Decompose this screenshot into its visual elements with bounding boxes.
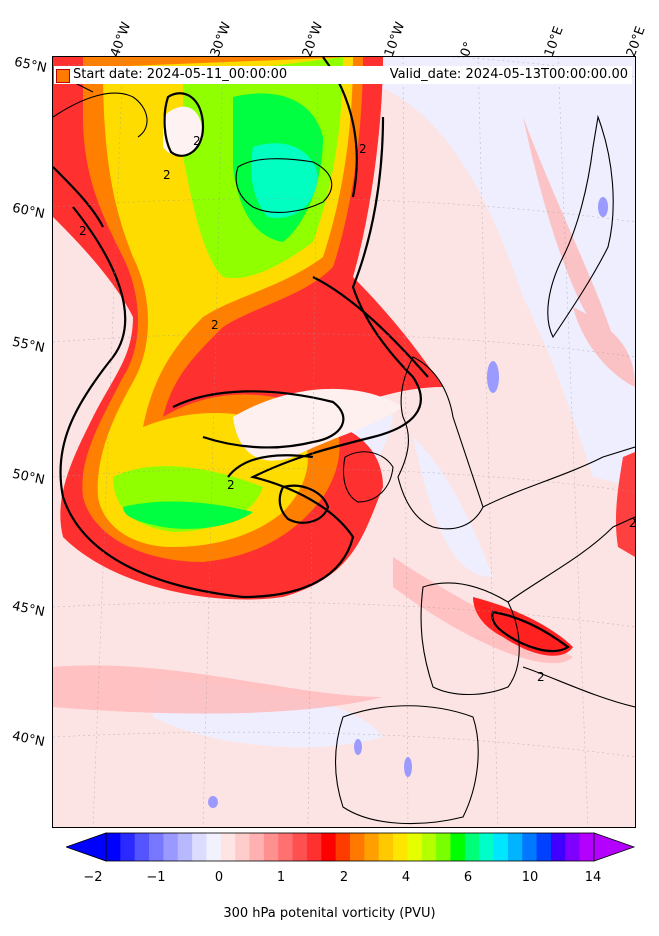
colorbar-cell xyxy=(249,833,265,861)
lon-label-20e: 20°E xyxy=(623,24,649,59)
colorbar-cell xyxy=(378,833,394,861)
great-britain-outline xyxy=(397,356,484,530)
colorbar-cell xyxy=(292,833,308,861)
colorbar-cell xyxy=(263,833,279,861)
colorbar-title: 300 hPa potenital vorticity (PVU) xyxy=(223,906,436,921)
contour-label: 2 xyxy=(537,670,545,684)
europe-coast xyxy=(482,446,635,708)
colorbar-cell xyxy=(335,833,351,861)
colorbar-tick: 10 xyxy=(521,870,539,885)
lat-label-60n: 60°N xyxy=(10,200,46,223)
colorbar-cell xyxy=(163,833,179,861)
colorbar-cell xyxy=(550,833,566,861)
colorbar-cell xyxy=(522,833,538,861)
lat-label-50n: 50°N xyxy=(10,466,46,489)
colorbar-cell xyxy=(177,833,193,861)
low-pv-intrusion xyxy=(233,388,403,461)
colorbar-cell xyxy=(536,833,552,861)
colorbar-cell xyxy=(206,833,222,861)
colorbar-tick: 4 xyxy=(401,870,411,885)
lat-label-55n: 55°N xyxy=(10,334,46,357)
colorbar-cell xyxy=(579,833,595,861)
colorbar-cell xyxy=(134,833,150,861)
colorbar-cell xyxy=(364,833,380,861)
low-pv-blob xyxy=(163,106,203,156)
colorbar-cell xyxy=(507,833,523,861)
iceland-outline xyxy=(235,158,333,213)
contour-label: 2 xyxy=(211,318,219,332)
ireland-outline xyxy=(342,451,394,503)
contour-label: 2 xyxy=(79,224,87,238)
colorbar-cell xyxy=(464,833,480,861)
lat-label-45n: 45°N xyxy=(10,598,46,621)
colorbar-tick: 2 xyxy=(339,870,349,885)
colorbar-cell xyxy=(278,833,294,861)
pv-field-map: 2 2 2 2 2 2 2 2 xyxy=(53,57,635,827)
colorbar-tick: −1 xyxy=(146,870,166,885)
colorbar-max-arrow xyxy=(593,832,636,862)
cutoff-low-red xyxy=(473,597,573,656)
lon-label-20w: 20°W xyxy=(299,20,327,59)
contour-label: 2 xyxy=(629,516,635,530)
contour-label: 2 xyxy=(359,142,367,156)
colorbar-cell xyxy=(220,833,236,861)
colorbar xyxy=(66,832,636,862)
info-bar: Start date: 2024-05-11_00:00:00 Valid_da… xyxy=(54,66,632,84)
valid-date-label: Valid_date: 2024-05-13T00:00:00.00 xyxy=(389,67,628,82)
france-outline xyxy=(420,582,520,695)
blue-specks xyxy=(208,197,608,808)
colorbar-cell xyxy=(192,833,207,861)
colorbar-tick: 14 xyxy=(584,870,602,885)
colorbar-cell xyxy=(235,833,251,861)
legend-swatch xyxy=(56,69,70,83)
lat-label-65n: 65°N xyxy=(12,54,48,77)
colorbar-tick: 6 xyxy=(463,870,473,885)
colorbar-cell xyxy=(421,833,437,861)
colorbar-tick: 1 xyxy=(276,870,286,885)
coastlines xyxy=(53,76,635,825)
colorbar-cell xyxy=(493,833,509,861)
iberia-outline xyxy=(334,705,479,825)
colorbar-cell xyxy=(436,833,451,861)
pv-core-cyan xyxy=(251,143,318,218)
colorbar-cell xyxy=(565,833,581,861)
lon-label-40w: 40°W xyxy=(107,20,135,59)
colorbar-cell xyxy=(479,833,495,861)
map-panel: 2 2 2 2 2 2 2 2 xyxy=(52,56,636,828)
contour-label: 2 xyxy=(193,134,201,148)
colorbar-cell xyxy=(306,833,322,861)
lon-label-10w: 10°W xyxy=(381,20,409,59)
colorbar-tick: −2 xyxy=(83,870,103,885)
colorbar-cell xyxy=(350,833,365,861)
colorbar-cell xyxy=(106,833,121,861)
colorbar-min-arrow xyxy=(66,832,107,862)
colorbar-cell xyxy=(393,833,408,861)
lon-label-10e: 10°E xyxy=(541,24,567,59)
lon-label-30w: 30°W xyxy=(207,20,235,59)
right-edge-red xyxy=(615,452,635,557)
norway-outline xyxy=(547,114,614,339)
start-date-label: Start date: 2024-05-11_00:00:00 xyxy=(73,67,288,82)
colorbar-cell xyxy=(149,833,164,861)
colorbar-cell xyxy=(450,833,466,861)
lat-label-40n: 40°N xyxy=(10,728,46,751)
graticule xyxy=(53,57,635,827)
contour-label: 2 xyxy=(163,168,171,182)
colorbar-cell xyxy=(407,833,423,861)
colorbar-tick: 0 xyxy=(214,870,224,885)
pv2-contours xyxy=(53,57,570,652)
colorbar-cell xyxy=(120,833,136,861)
colorbar-cell xyxy=(321,833,337,861)
contour-label: 2 xyxy=(227,478,235,492)
